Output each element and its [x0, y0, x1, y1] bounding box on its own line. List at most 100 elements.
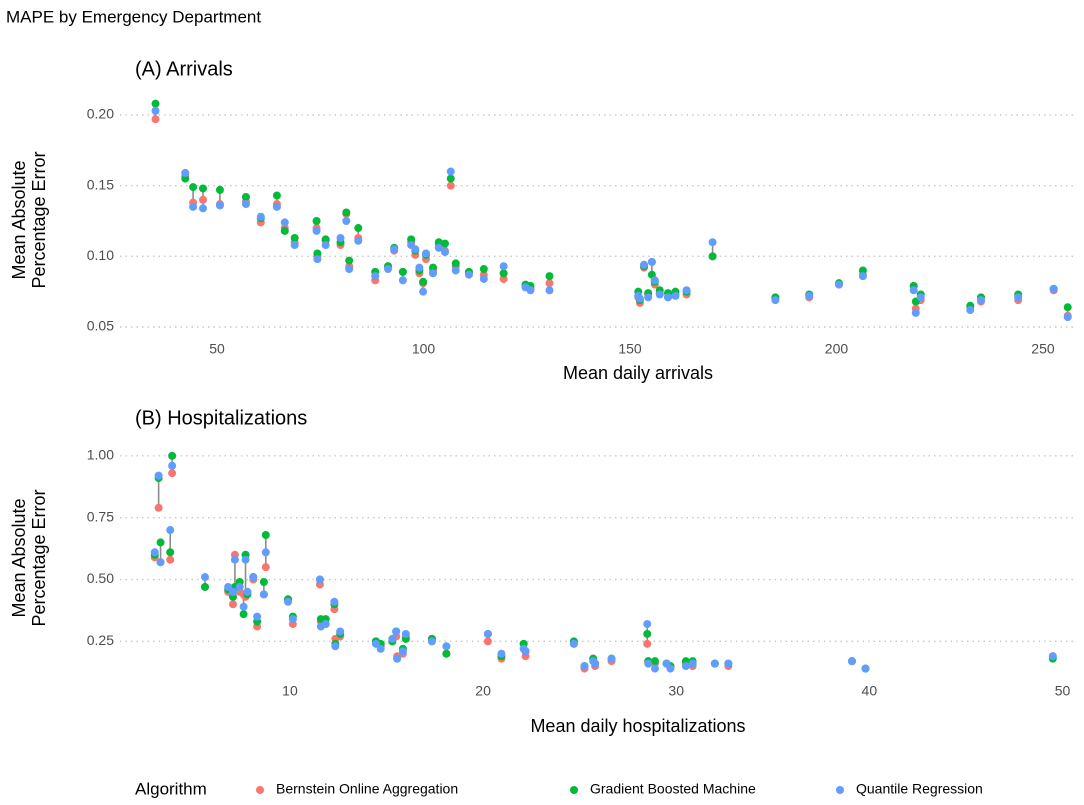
point [345, 256, 354, 265]
point [724, 659, 733, 668]
panel-title: (A) Arrivals [135, 58, 233, 80]
point [401, 629, 410, 638]
point [312, 216, 321, 225]
y-axis-title: Mean AbsolutePercentage Error [9, 489, 49, 626]
legend-marker [836, 786, 844, 794]
x-tick-label: 250 [1031, 341, 1055, 357]
legend-marker [256, 786, 264, 794]
point [239, 610, 248, 619]
x-tick-label: 50 [209, 341, 225, 357]
point [150, 548, 159, 557]
point [166, 555, 175, 564]
point [916, 293, 925, 302]
y-tick-label: 0.05 [87, 318, 114, 334]
point [708, 238, 717, 247]
point [966, 306, 975, 315]
point [805, 291, 814, 300]
point [376, 644, 385, 653]
point [643, 639, 652, 648]
point [708, 252, 717, 261]
point [354, 224, 363, 233]
point [499, 269, 508, 278]
point [156, 558, 165, 567]
point [643, 629, 652, 638]
point [644, 293, 653, 302]
point [545, 279, 554, 288]
point [199, 204, 208, 213]
point [398, 276, 407, 285]
point [156, 538, 165, 547]
legend-marker [570, 786, 578, 794]
point [545, 286, 554, 295]
point [181, 168, 190, 177]
point [483, 637, 492, 646]
point [479, 265, 488, 274]
point [650, 664, 659, 673]
y-tick-label: 0.15 [87, 176, 114, 192]
point [911, 308, 920, 317]
point [407, 235, 416, 244]
point [569, 639, 578, 648]
x-axis-title: Mean daily hospitalizations [530, 716, 745, 736]
point [464, 270, 473, 279]
point [643, 620, 652, 629]
point [235, 582, 244, 591]
point [1049, 284, 1058, 293]
point [315, 575, 324, 584]
x-axis-title: Mean daily arrivals [563, 363, 713, 383]
point [440, 239, 449, 248]
point [858, 272, 867, 281]
point [429, 269, 438, 278]
point [166, 548, 175, 557]
point [345, 265, 354, 274]
point [342, 208, 351, 217]
figure-title: MAPE by Emergency Department [6, 7, 261, 26]
legend-label: Quantile Regression [856, 781, 983, 797]
legend-label: Bernstein Online Aggregation [276, 781, 458, 797]
point [422, 249, 431, 258]
point [521, 647, 530, 656]
point [1014, 293, 1023, 302]
point [228, 587, 237, 596]
point [200, 582, 209, 591]
point [243, 587, 252, 596]
point [771, 296, 780, 305]
point [499, 274, 508, 283]
point [440, 248, 449, 257]
point [607, 654, 616, 663]
point [330, 597, 339, 606]
point [321, 235, 330, 244]
point [249, 573, 258, 582]
point [331, 642, 340, 651]
point [681, 662, 690, 671]
point [272, 202, 281, 211]
point [591, 659, 600, 668]
point [241, 192, 250, 201]
point [580, 662, 589, 671]
point [215, 201, 224, 210]
point [199, 195, 208, 204]
point [151, 99, 160, 108]
point [393, 654, 402, 663]
point [434, 243, 443, 252]
point [290, 241, 299, 250]
point [313, 255, 322, 264]
point [181, 174, 190, 183]
point [1063, 313, 1072, 322]
x-tick-label: 10 [282, 683, 298, 699]
x-tick-label: 100 [412, 341, 436, 357]
point [312, 226, 321, 235]
point [682, 286, 691, 295]
point [663, 293, 672, 302]
point [909, 286, 918, 295]
point [442, 649, 451, 658]
point [526, 286, 535, 295]
point [497, 649, 506, 658]
point [644, 659, 653, 668]
point [321, 241, 330, 250]
point [336, 233, 345, 242]
point [200, 573, 209, 582]
legend-label: Gradient Boosted Machine [590, 781, 756, 797]
x-tick-label: 40 [862, 683, 878, 699]
point [259, 590, 268, 599]
